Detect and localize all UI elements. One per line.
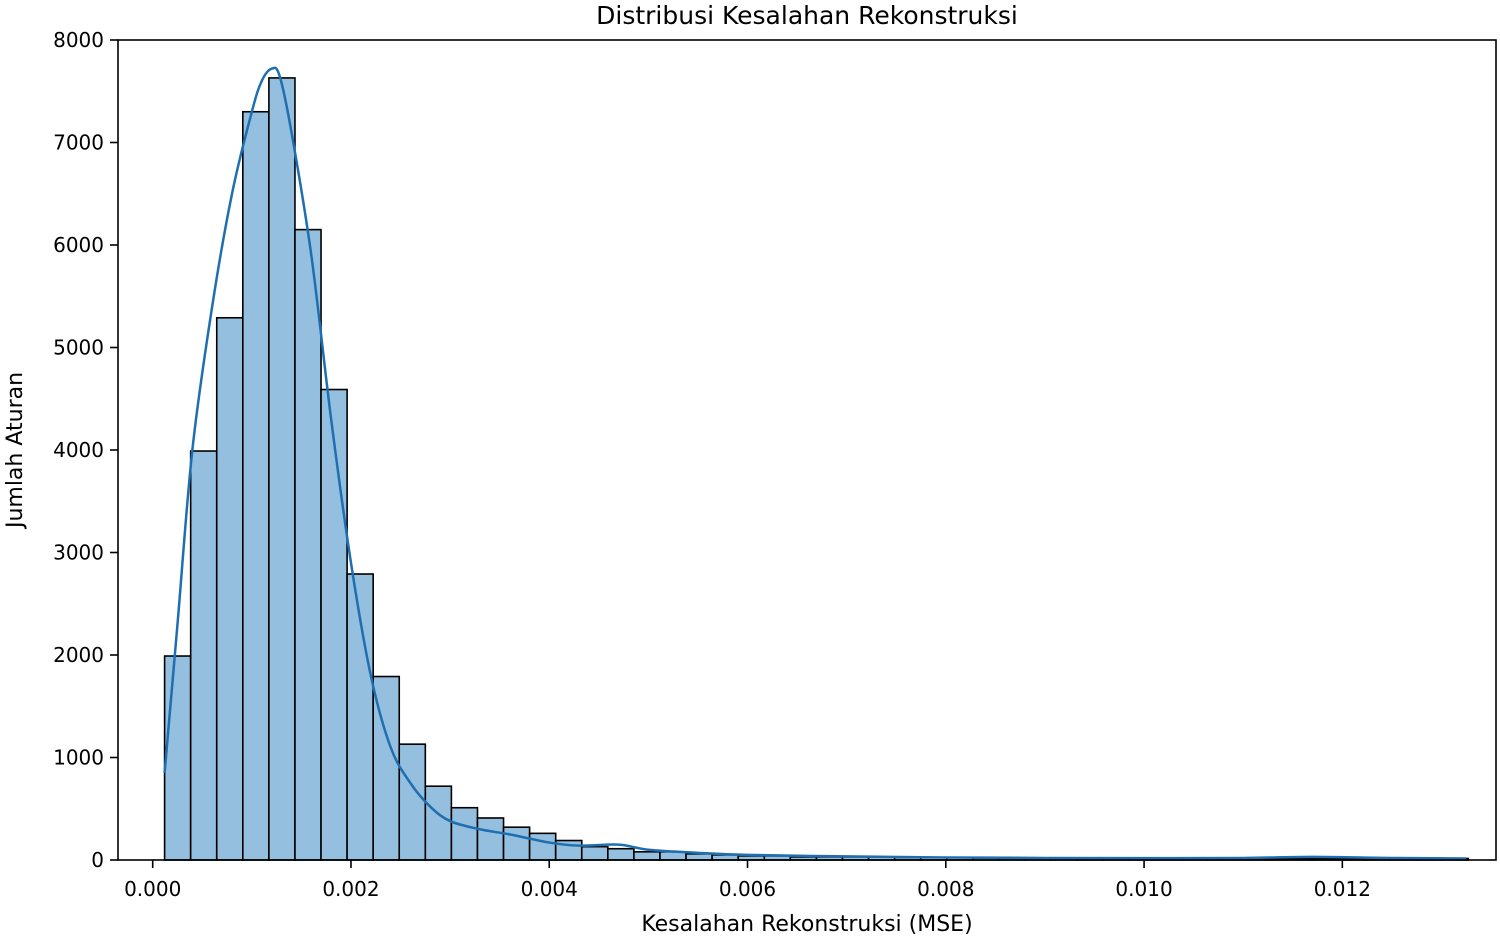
x-axis-label: Kesalahan Rekonstruksi (MSE) [641,912,972,937]
histogram-bar [528,832,557,861]
histogram-bar [268,77,296,861]
histogram-bar [424,785,453,861]
histogram-bar [580,845,609,861]
chart-title: Distribusi Kesalahan Rekonstruksi [596,1,1018,30]
histogram-bar [633,850,661,861]
x-axis-ticks: 0.000 0.002 0.004 0.006 0.008 0.010 0.012 [124,860,1371,901]
histogram-bar [685,853,713,861]
histogram-bar [320,388,348,861]
y-tick-label: 4000 [53,438,104,462]
histogram-bar [398,743,427,861]
x-tick-label: 0.008 [917,877,974,901]
x-tick-label: 0.010 [1115,877,1172,901]
x-tick-label: 0.012 [1314,877,1371,901]
y-axis-label: Jumlah Aturan [3,372,28,530]
x-tick-label: 0.004 [521,877,578,901]
histogram-bar [607,847,635,861]
histogram-bar [242,110,270,861]
y-tick-label: 6000 [53,233,104,257]
y-tick-label: 3000 [53,541,104,565]
y-tick-label: 0 [91,848,104,872]
histogram-bar [215,316,244,861]
x-tick-label: 0.006 [719,877,776,901]
histogram-bar [163,655,192,861]
histogram-bar [502,826,531,861]
histogram-bars [163,77,1470,861]
histogram-bar [450,806,479,861]
y-tick-label: 5000 [53,336,104,360]
y-tick-label: 7000 [53,131,104,155]
histogram-bar [476,817,505,861]
y-axis-ticks: 0 1000 2000 3000 4000 5000 6000 7000 8000 [53,28,118,872]
histogram-bar [189,450,218,861]
y-tick-label: 1000 [53,746,104,770]
x-tick-label: 0.002 [322,877,379,901]
kde-curve [163,66,1467,860]
x-tick-label: 0.000 [124,877,181,901]
y-tick-label: 2000 [53,643,104,667]
y-tick-label: 8000 [53,28,104,52]
histogram-bar [294,228,322,861]
